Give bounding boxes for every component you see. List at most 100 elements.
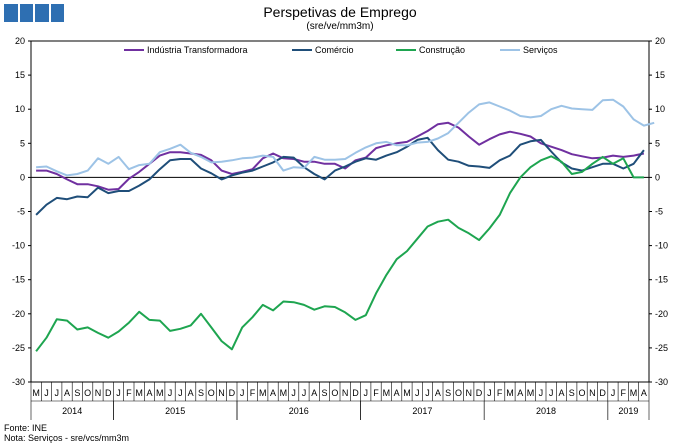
month-label: O	[579, 388, 586, 398]
month-label: M	[32, 388, 40, 398]
year-label: 2018	[536, 406, 556, 416]
month-label: A	[311, 388, 317, 398]
y-tick-label-left: 5	[20, 138, 25, 148]
y-tick-label-right: -5	[655, 207, 663, 217]
month-label: D	[599, 388, 606, 398]
month-label: A	[641, 388, 647, 398]
month-label: M	[630, 388, 638, 398]
year-label: 2019	[618, 406, 638, 416]
month-label: J	[116, 388, 121, 398]
month-label: J	[487, 388, 492, 398]
month-label: S	[445, 388, 451, 398]
chart-subtitle: (sre/ve/mm3m)	[306, 21, 374, 32]
y-tick-label-left: -5	[17, 207, 25, 217]
month-label: J	[240, 388, 245, 398]
year-label: 2016	[289, 406, 309, 416]
year-label: 2015	[165, 406, 185, 416]
month-label: A	[270, 388, 276, 398]
y-tick-label-left: -20	[12, 309, 25, 319]
month-label: N	[342, 388, 349, 398]
month-label: F	[621, 388, 627, 398]
month-label: A	[188, 388, 194, 398]
y-tick-label-right: 20	[655, 36, 665, 46]
y-tick-label-left: 10	[15, 104, 25, 114]
month-label: O	[84, 388, 91, 398]
month-label: M	[156, 388, 164, 398]
y-tick-label-left: 0	[20, 172, 25, 182]
month-label: J	[178, 388, 183, 398]
month-label: O	[208, 388, 215, 398]
y-tick-label-left: -10	[12, 241, 25, 251]
y-tick-label-right: 10	[655, 104, 665, 114]
month-label: M	[506, 388, 514, 398]
month-label: J	[168, 388, 173, 398]
month-label: O	[331, 388, 338, 398]
month-label: J	[611, 388, 616, 398]
ine-logo	[4, 4, 64, 22]
month-label: F	[373, 388, 379, 398]
month-label: A	[517, 388, 523, 398]
month-label: J	[44, 388, 49, 398]
footnote: Nota: Serviços - sre/vcs/mm3m	[4, 433, 130, 443]
y-tick-label-left: -30	[12, 377, 25, 387]
y-tick-label-right: -10	[655, 241, 668, 251]
legend-label-3: Construção	[419, 45, 465, 55]
y-tick-label-right: 0	[655, 172, 660, 182]
series-line-2	[35, 136, 645, 216]
month-label: A	[558, 388, 564, 398]
month-label: J	[364, 388, 369, 398]
month-label: J	[415, 388, 420, 398]
month-label: J	[425, 388, 430, 398]
year-label: 2014	[62, 406, 82, 416]
month-label: J	[302, 388, 307, 398]
y-tick-label-left: 20	[15, 36, 25, 46]
year-label: 2017	[412, 406, 432, 416]
month-label: M	[135, 388, 143, 398]
month-label: D	[352, 388, 359, 398]
y-tick-label-left: -25	[12, 343, 25, 353]
legend-label-4: Serviços	[523, 45, 558, 55]
month-label: N	[218, 388, 225, 398]
y-tick-label-left: 15	[15, 70, 25, 80]
month-label: J	[539, 388, 544, 398]
month-label: J	[291, 388, 296, 398]
month-label: F	[497, 388, 503, 398]
month-label: M	[527, 388, 535, 398]
month-label: O	[455, 388, 462, 398]
month-label: N	[95, 388, 102, 398]
y-tick-label-right: -15	[655, 275, 668, 285]
month-label: S	[322, 388, 328, 398]
month-label: S	[74, 388, 80, 398]
source-note: Fonte: INE	[4, 423, 48, 433]
y-tick-label-right: 15	[655, 70, 665, 80]
y-tick-label-left: -15	[12, 275, 25, 285]
month-label: A	[435, 388, 441, 398]
month-label: D	[229, 388, 236, 398]
series-line-3	[35, 155, 644, 352]
month-label: F	[126, 388, 132, 398]
month-label: A	[146, 388, 152, 398]
month-label: D	[105, 388, 112, 398]
month-label: S	[569, 388, 575, 398]
y-tick-label-right: 5	[655, 138, 660, 148]
month-label: M	[403, 388, 411, 398]
month-label: A	[64, 388, 70, 398]
month-label: M	[280, 388, 288, 398]
month-label: N	[466, 388, 473, 398]
month-label: M	[383, 388, 391, 398]
month-label: J	[549, 388, 554, 398]
plot-frame	[30, 40, 650, 383]
month-label: J	[55, 388, 60, 398]
legend-label-2: Comércio	[315, 45, 354, 55]
month-label: N	[589, 388, 596, 398]
series-line-4	[36, 98, 655, 177]
y-tick-label-right: -30	[655, 377, 668, 387]
series-line-1	[36, 121, 645, 191]
legend-label-1: Indústria Transformadora	[147, 45, 248, 55]
month-label: A	[394, 388, 400, 398]
month-label: M	[259, 388, 267, 398]
month-label: S	[198, 388, 204, 398]
y-tick-label-right: -25	[655, 343, 668, 353]
month-label: F	[250, 388, 256, 398]
